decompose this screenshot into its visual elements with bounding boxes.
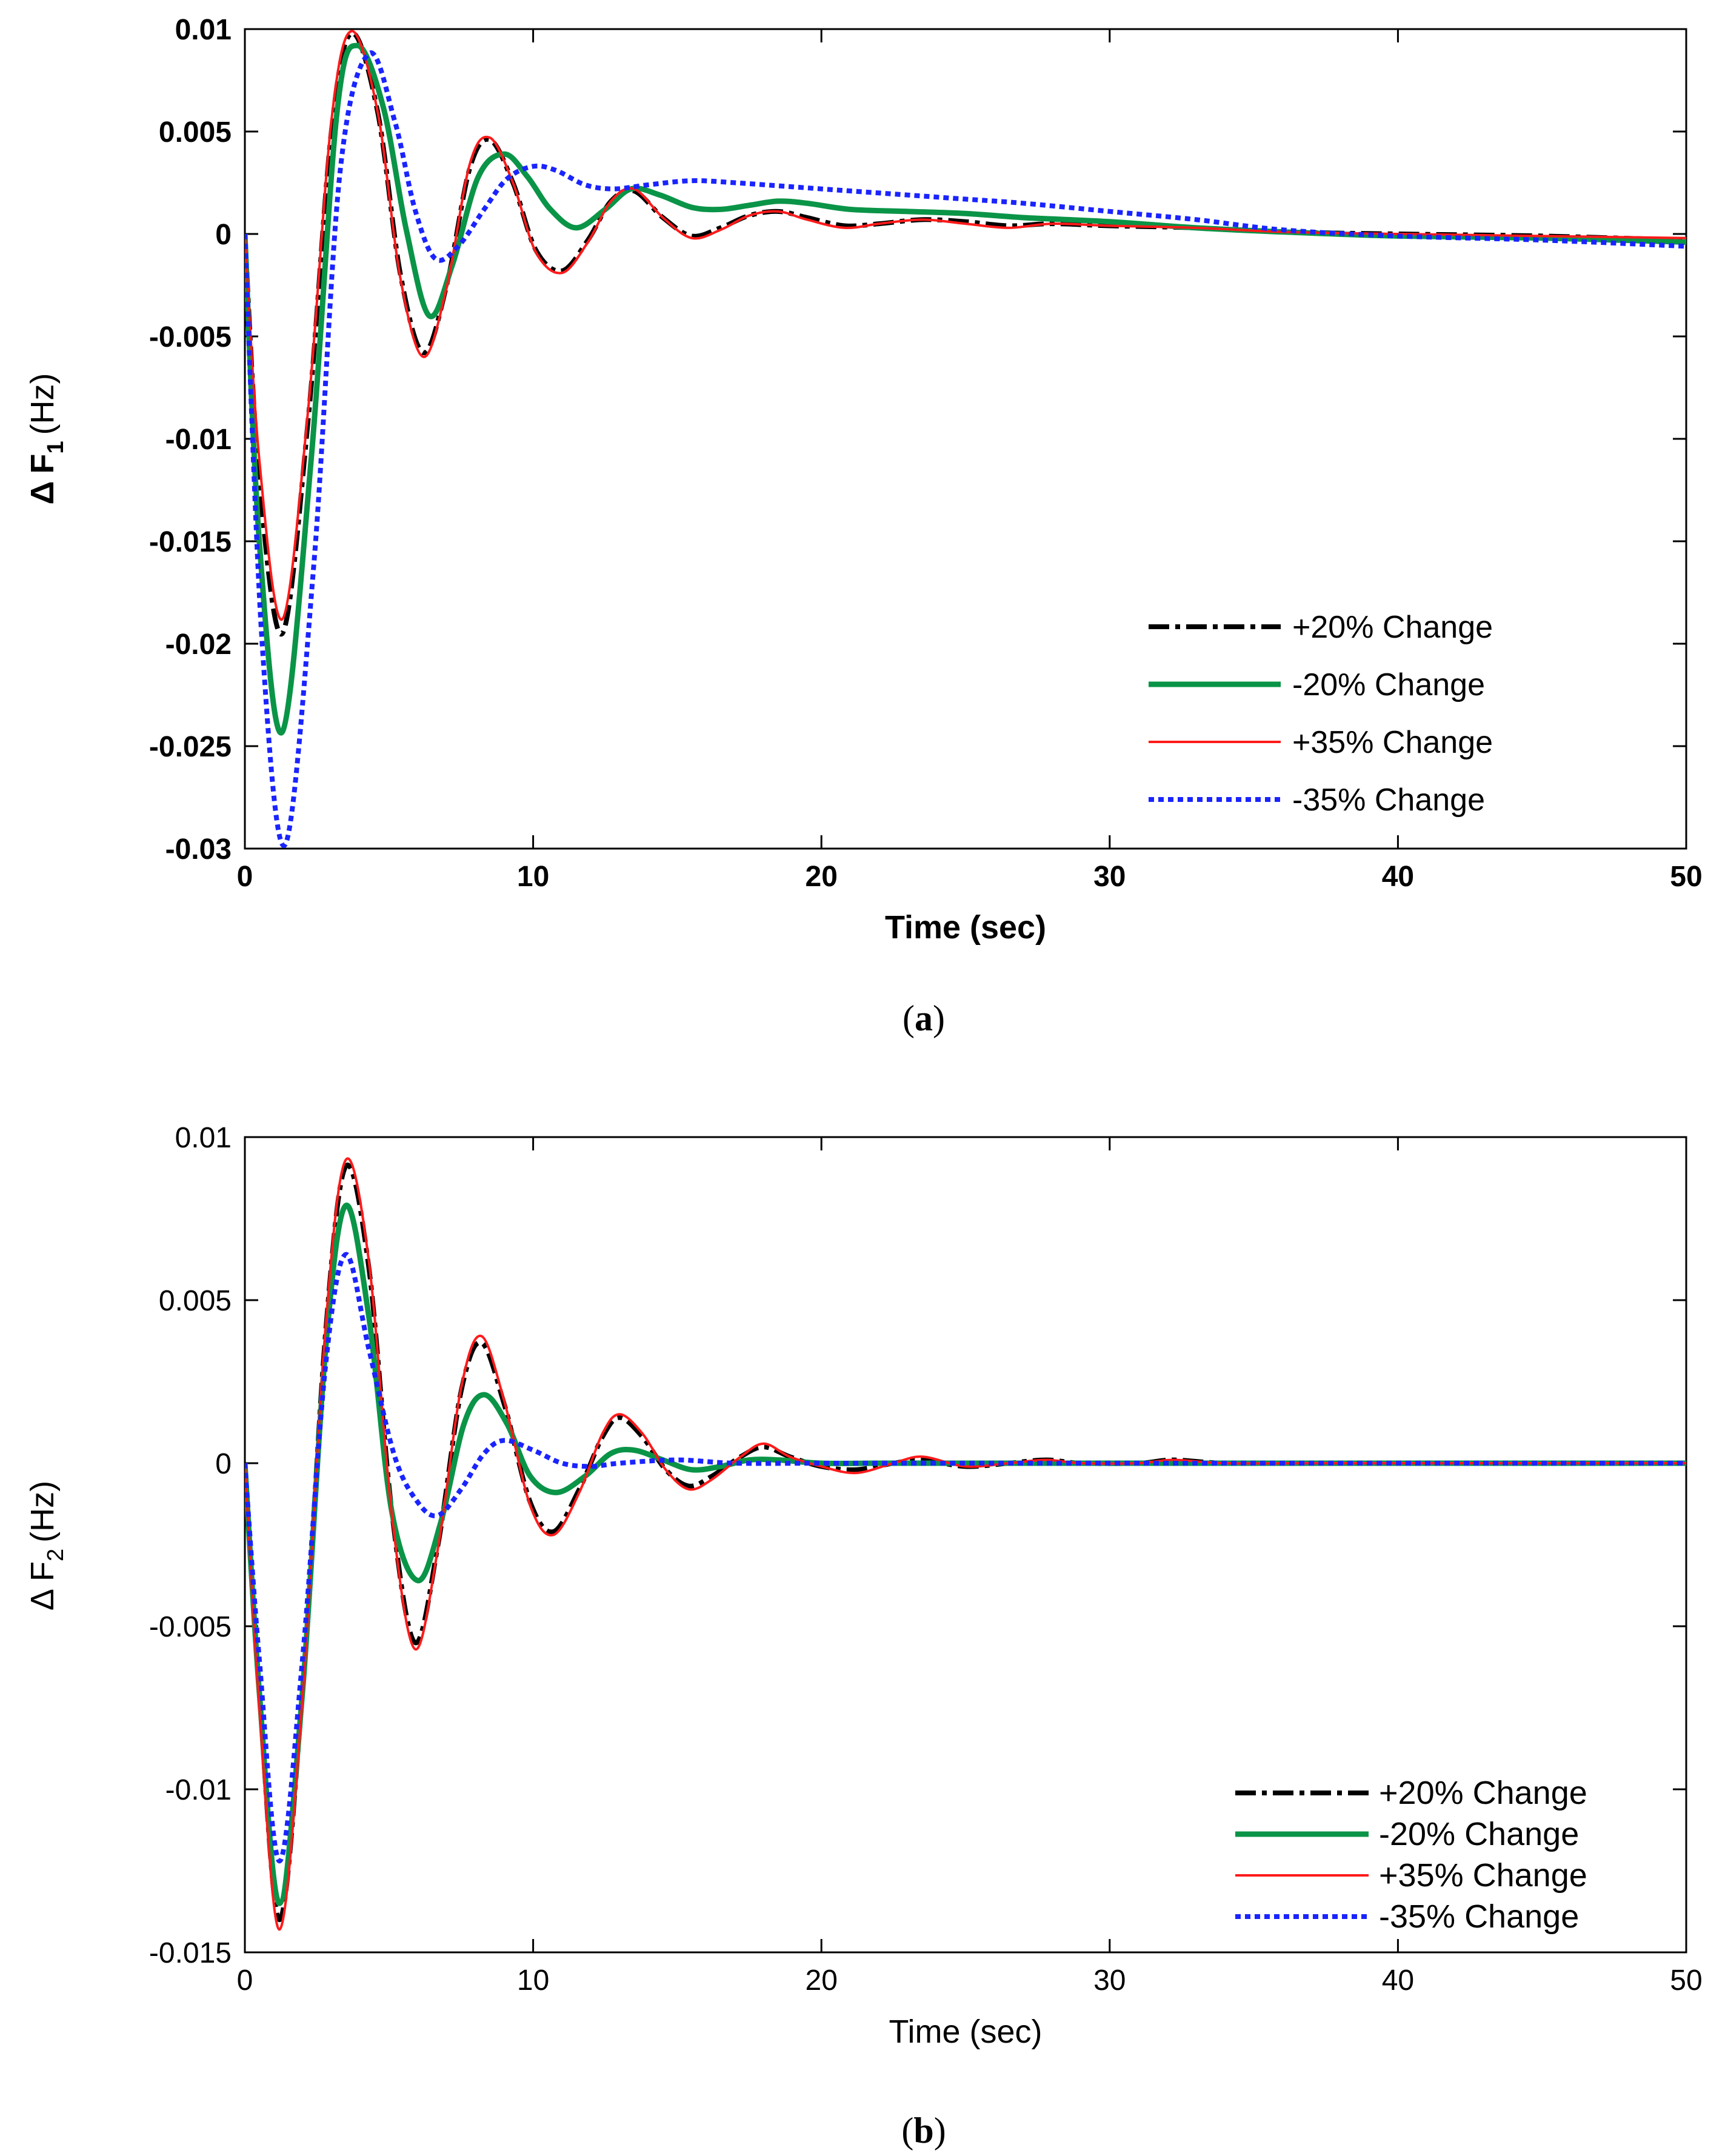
plot-area-b — [244, 1136, 1687, 1954]
x-tick-label: 40 — [1382, 1964, 1414, 1997]
caption-b: (b) — [901, 2111, 946, 2151]
legend-b: +20% Change -20% Change +35% Change -35% Ch… — [1235, 1775, 1587, 1935]
x-tick-label: 50 — [1670, 861, 1702, 893]
y-tick-label: -0.015 — [149, 1937, 232, 1969]
y-tick-label: 0.01 — [175, 14, 232, 46]
y-tick-label: -0.005 — [149, 1611, 232, 1643]
y-label-unit-b: (Hz) — [24, 1481, 61, 1543]
y-tick-label: 0.005 — [159, 116, 232, 149]
y-axis-label-a: ΔF1 (Hz) — [24, 373, 68, 505]
legend-label-s20m: -20% Change — [1292, 667, 1485, 703]
legend-label-s35p: +35% Change — [1292, 725, 1493, 760]
y-ticks-a: 0.01 0.005 0 -0.005 -0.01 -0.015 -0.02 -0.025 -0… — [149, 14, 1686, 866]
y-label-unit-a: (Hz) — [24, 373, 61, 435]
y-tick-label: 0.01 — [175, 1122, 232, 1154]
y-tick-label: -0.005 — [149, 321, 232, 353]
y-tick-label: 0.005 — [159, 1285, 232, 1317]
y-tick-label: -0.01 — [165, 424, 232, 456]
y-ticks-b: 0.01 0.005 0 -0.005 -0.01 -0.015 — [149, 1122, 1686, 1969]
series-line-s20m — [245, 42, 1686, 736]
series-lines-a — [245, 30, 1686, 849]
series-lines-b — [245, 1157, 1686, 1931]
legend-label-s20p: +20% Change — [1379, 1775, 1587, 1811]
x-tick-label: 0 — [237, 1964, 253, 1997]
legend-label-s35m: -35% Change — [1379, 1898, 1579, 1935]
y-tick-label: -0.02 — [165, 629, 232, 661]
series-line-s35m — [245, 50, 1686, 849]
y-tick-label: 0 — [215, 219, 232, 251]
series-line-s35m — [245, 1252, 1686, 1864]
y-label-sub-a: 1 — [43, 441, 68, 454]
y-label-var-a: F — [24, 454, 61, 474]
y-label-var-b: F — [24, 1561, 61, 1581]
y-axis-label-b: ΔF2 (Hz) — [24, 1481, 68, 1610]
legend-label-s20p: +20% Change — [1292, 610, 1493, 645]
y-tick-label: -0.01 — [165, 1774, 232, 1806]
x-tick-label: 10 — [517, 861, 549, 893]
caption-a: (a) — [903, 998, 945, 1038]
x-axis-label-b: Time (sec) — [889, 2014, 1043, 2050]
x-tick-label: 0 — [237, 861, 253, 893]
legend-a: +20% Change -20% Change +35% Change -35% Ch… — [1149, 610, 1493, 818]
y-label-delta-a: Δ — [24, 481, 61, 505]
x-tick-label: 30 — [1093, 861, 1126, 893]
y-tick-label: -0.025 — [149, 731, 232, 763]
x-tick-label: 20 — [806, 1964, 838, 1997]
x-axis-label-a: Time (sec) — [885, 909, 1046, 946]
legend-label-s20m: -20% Change — [1379, 1816, 1579, 1852]
y-label-sub-b: 2 — [43, 1549, 68, 1561]
legend-label-s35p: +35% Change — [1379, 1857, 1587, 1894]
x-tick-label: 40 — [1382, 861, 1414, 893]
x-tick-label: 10 — [517, 1964, 549, 1997]
y-tick-label: -0.015 — [149, 526, 232, 558]
series-line-s35p — [245, 30, 1686, 621]
y-label-delta-b: Δ — [24, 1589, 61, 1610]
y-tick-label: -0.03 — [165, 833, 232, 866]
chart-panel-b: 0 10 20 30 40 50 0.010.0050-0.005-0.01-0.015 … — [24, 1122, 1703, 2151]
y-tick-label: 0 — [215, 1448, 232, 1480]
x-tick-label: 30 — [1093, 1964, 1126, 1997]
x-ticks-b: 0 10 20 30 40 50 — [237, 1137, 1703, 1997]
x-tick-label: 50 — [1670, 1964, 1702, 1997]
chart-panel-a: 0 10 20 30 40 50 0.01 0.005 0 -0.005 -0.01 -0.015 -… — [24, 14, 1703, 1038]
x-tick-label: 20 — [806, 861, 838, 893]
x-ticks-a: 0 10 20 30 40 50 — [237, 29, 1703, 893]
legend-label-s35m: -35% Change — [1292, 783, 1485, 818]
